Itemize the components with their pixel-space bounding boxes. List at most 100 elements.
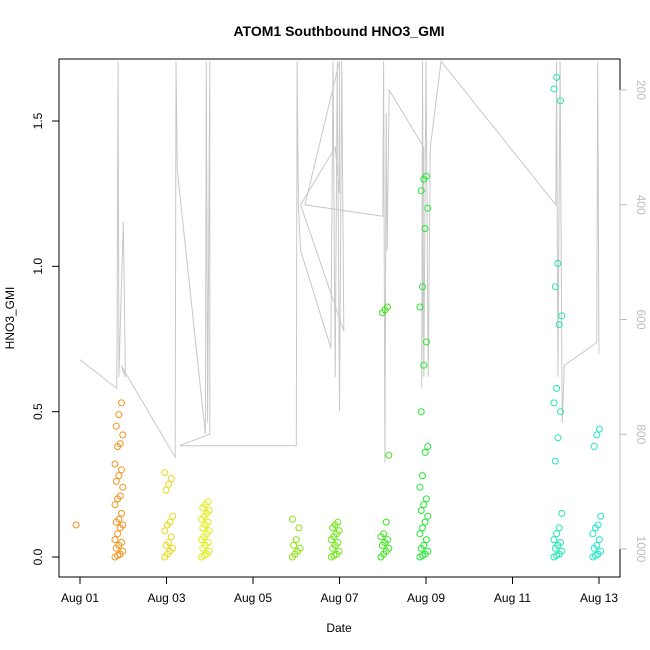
y2-tick-label: 600 [634,309,648,329]
data-point [115,411,123,419]
y-tick-label: 0.0 [31,548,45,565]
data-point [335,527,343,535]
data-point [204,518,212,526]
data-point [554,434,562,442]
x-tick-label: Aug 03 [147,591,185,605]
data-point [416,530,424,538]
data-point [165,539,173,546]
data-point [553,384,561,392]
data-point [422,172,430,180]
data-point [380,530,388,538]
data-point [112,477,120,485]
data-point [558,312,566,320]
data-point [116,440,124,448]
data-point [204,498,212,506]
data-point [72,521,80,529]
data-point [422,338,430,346]
data-point [595,536,603,544]
data-point [420,361,428,369]
data-point [557,408,564,416]
data-point [555,321,563,328]
data-point [385,451,393,459]
data-point [589,530,597,538]
data-point [550,85,558,93]
data-point [422,495,430,503]
data-point [417,408,425,416]
x-axis: Aug 01 Aug 03 Aug 05 Aug 07 Aug 09 Aug 11 Aug … [61,576,618,605]
data-point [288,515,296,523]
x-axis-label: Date [326,621,352,635]
data-point [553,73,561,81]
data-point [424,512,432,520]
x-tick-label: Aug 09 [407,591,445,605]
data-point [424,443,432,450]
data-point [119,483,127,491]
data-point [424,547,432,555]
data-point [111,460,119,468]
data-point [421,518,429,526]
data-point [296,544,304,552]
data-point [169,512,177,520]
y2-tick-label: 800 [634,424,648,444]
data-point [119,547,127,555]
data-point [419,283,426,291]
data-point [384,536,391,544]
data-point [167,533,175,541]
data-point [419,524,426,532]
data-point [335,547,343,555]
data-point [416,303,424,311]
data-point [417,187,425,195]
data-point [119,431,127,439]
y-tick-label: 1.0 [31,258,45,275]
data-point [550,399,558,407]
data-point [421,225,429,232]
data-point [161,469,169,477]
y-tick-label: 1.5 [31,112,45,129]
data-point [550,536,558,544]
data-point [420,541,428,549]
y2-tick-label: 200 [634,80,648,100]
data-point [112,422,120,430]
data-point [169,544,177,552]
y-axis-label: HNO3_GMI [3,287,17,350]
data-point [334,539,342,546]
data-point [555,524,563,532]
data-point [424,204,432,212]
data-point [114,530,122,538]
data-point [558,547,566,555]
data-point [558,509,566,517]
x-tick-label: Aug 05 [234,591,272,605]
data-point [597,547,605,555]
data-point [111,501,119,509]
data-point [295,524,303,532]
x-tick-label: Aug 11 [494,591,531,605]
data-point [557,539,564,546]
data-point [118,509,125,517]
data-point [422,536,430,544]
data-point [204,539,212,546]
x-tick-label: Aug 07 [320,591,358,605]
y2-tick-label: 1000 [634,536,648,563]
data-point [118,539,125,546]
data-point [553,530,561,538]
data-point [590,443,598,450]
data-point [417,507,425,514]
data-point [115,472,123,480]
data-point [118,466,125,474]
data-point [166,518,174,526]
data-point [551,283,559,291]
data-point [205,547,213,555]
data-point [165,480,173,488]
scatter-points-layer [72,73,605,561]
x-tick-label: Aug 01 [61,591,99,605]
data-point [334,518,342,526]
y2-tick-label: 400 [634,195,648,215]
data-point [554,259,562,267]
data-point [162,486,170,494]
data-point [384,303,391,311]
data-point [551,457,559,465]
pressure-line [79,60,600,463]
data-point [115,515,123,523]
data-point [118,399,125,407]
